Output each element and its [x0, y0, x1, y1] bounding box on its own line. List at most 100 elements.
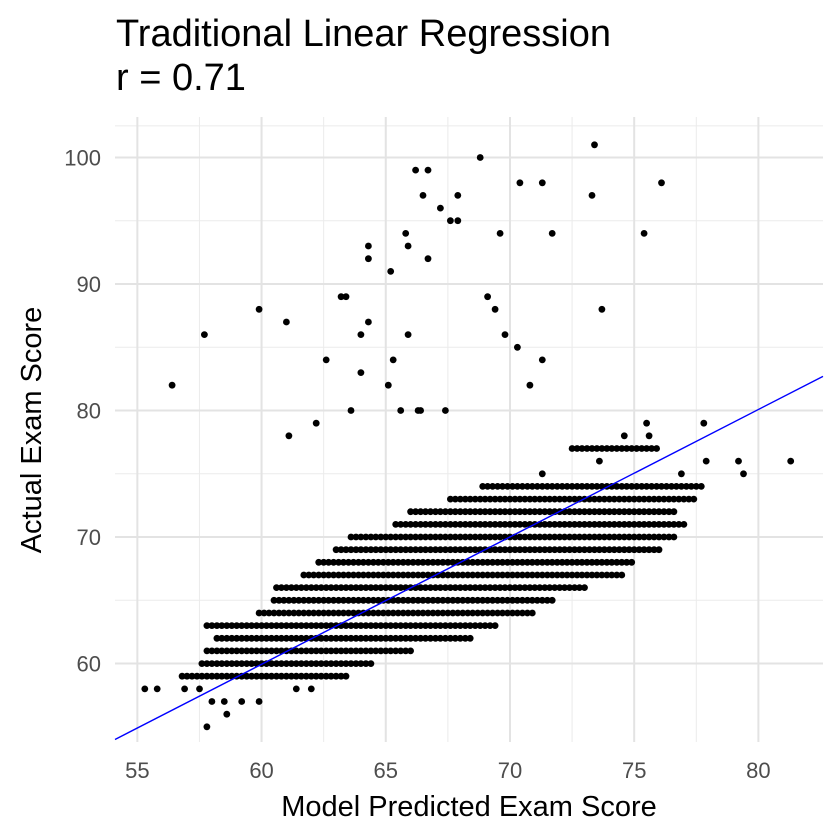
data-point [635, 508, 643, 516]
data-point [297, 647, 305, 655]
data-point [598, 445, 606, 452]
data-point [538, 470, 546, 478]
data-point [630, 495, 638, 503]
data-point [292, 647, 300, 655]
data-point [613, 571, 621, 579]
data-point [248, 660, 256, 667]
data-point [248, 672, 256, 680]
data-point [650, 521, 658, 528]
data-point [516, 521, 524, 528]
data-point [536, 584, 544, 591]
data-point [499, 558, 506, 566]
data-point [471, 584, 479, 591]
data-point [524, 596, 531, 604]
data-point [300, 609, 308, 617]
data-point [640, 508, 648, 516]
data-point [407, 546, 414, 554]
data-point [427, 521, 434, 528]
regression-line-group [114, 375, 824, 741]
data-point [198, 660, 206, 667]
data-point [447, 622, 454, 629]
data-point [402, 521, 410, 528]
data-point [496, 230, 504, 237]
data-point [591, 508, 598, 516]
data-point [484, 609, 491, 617]
data-point [263, 622, 270, 629]
data-point [208, 660, 216, 667]
data-point [571, 546, 578, 554]
data-point [466, 622, 474, 629]
data-point [365, 318, 372, 326]
data-point [591, 495, 598, 503]
data-point [670, 533, 678, 541]
data-point [553, 483, 561, 490]
data-point [541, 521, 549, 528]
data-point [536, 533, 544, 541]
data-point [427, 584, 434, 591]
data-point [499, 596, 506, 604]
data-point [461, 508, 469, 516]
data-point [424, 166, 432, 174]
data-point [593, 558, 601, 566]
data-point [459, 609, 467, 617]
data-point [558, 558, 566, 566]
data-point [260, 609, 268, 617]
data-point [484, 596, 491, 604]
data-point [280, 609, 288, 617]
data-point [531, 546, 539, 554]
data-point [615, 508, 623, 516]
data-point [571, 521, 578, 528]
data-point [374, 558, 382, 566]
data-point [347, 546, 355, 554]
data-point [526, 508, 534, 516]
data-point [412, 521, 419, 528]
data-point [402, 634, 410, 642]
data-point [253, 672, 260, 680]
data-point [558, 571, 566, 579]
data-point [655, 521, 663, 528]
data-point [268, 647, 275, 655]
data-point [437, 584, 444, 591]
data-point [439, 609, 447, 617]
data-point [536, 508, 544, 516]
data-point [407, 622, 414, 629]
data-point [543, 596, 551, 604]
data-point [310, 609, 318, 617]
data-point [556, 584, 564, 591]
data-point [655, 533, 663, 541]
data-point [645, 521, 653, 528]
data-point [655, 508, 663, 516]
data-point [442, 521, 449, 528]
data-point [315, 596, 323, 604]
y-axis-ticks: 60 70 80 90 100 [64, 145, 101, 676]
data-point [312, 622, 320, 629]
data-point [571, 533, 578, 541]
data-point [404, 331, 412, 338]
data-point [702, 457, 710, 465]
data-point [528, 571, 536, 579]
data-point [283, 584, 290, 591]
data-point [484, 571, 491, 579]
data-point [496, 533, 504, 541]
data-point [404, 242, 412, 250]
data-point [407, 647, 414, 655]
data-point [352, 546, 360, 554]
data-point [397, 533, 405, 541]
data-point [409, 558, 417, 566]
data-point [521, 521, 529, 528]
data-point [273, 647, 280, 655]
data-point [640, 533, 648, 541]
data-point [628, 483, 636, 490]
data-point [620, 432, 628, 440]
data-point [307, 685, 315, 693]
data-point [315, 558, 323, 566]
data-point [357, 584, 365, 591]
data-point [372, 634, 380, 642]
data-point [248, 634, 256, 642]
data-point [447, 217, 454, 225]
data-point [697, 483, 705, 490]
data-point [402, 622, 410, 629]
data-point [454, 596, 462, 604]
data-point [434, 596, 442, 604]
data-point [466, 584, 474, 591]
